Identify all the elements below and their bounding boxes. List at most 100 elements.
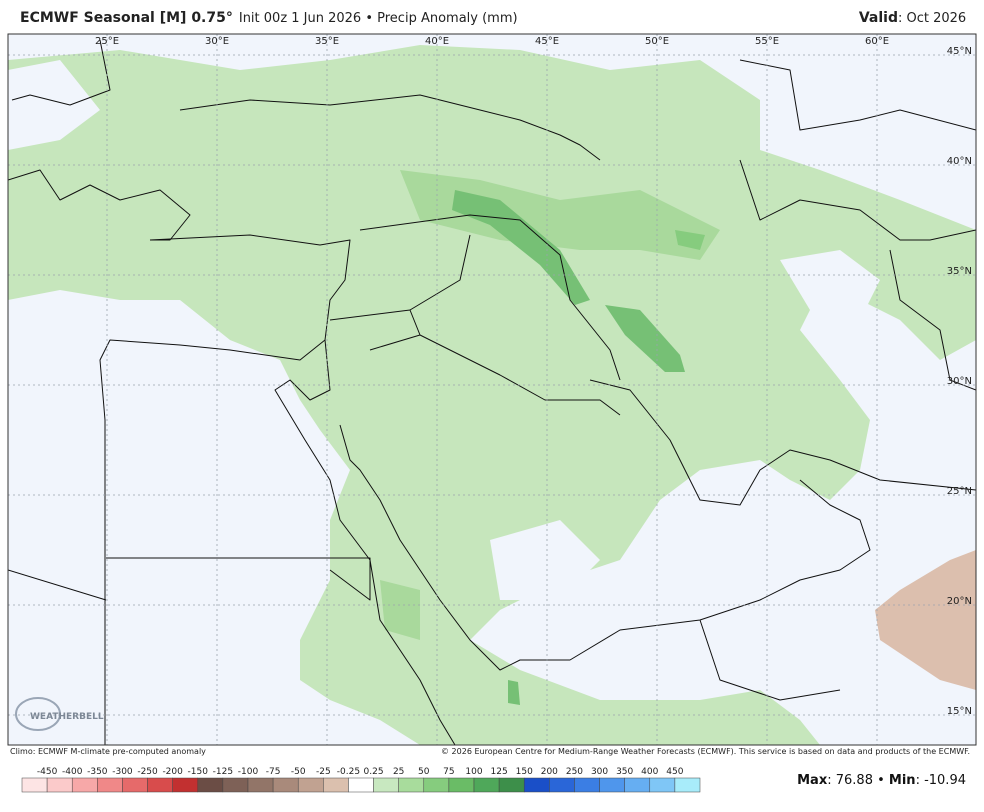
- colorbar-swatch: [624, 777, 651, 793]
- separator: :: [916, 773, 925, 788]
- separator: •: [873, 773, 889, 788]
- lon-label: 40°E: [425, 36, 449, 47]
- border: [359, 214, 621, 381]
- colorbar-label: -450: [37, 767, 58, 777]
- coastline: [339, 424, 871, 671]
- anomaly-area: [875, 550, 976, 690]
- colorbar-label: -150: [188, 767, 209, 777]
- colorbar-swatch: [147, 777, 173, 793]
- copyright: © 2026 European Centre for Medium-Range …: [441, 747, 970, 756]
- colorbar-label: 200: [541, 767, 558, 777]
- colorbar: -450 -400 -350 -300 -250 -200 -150 -125 -100 -75-…: [21, 767, 701, 793]
- colorbar-swatch: [297, 777, 324, 793]
- colorbar-label: 50: [418, 767, 430, 777]
- colorbar-swatch: [523, 777, 550, 793]
- colorbar-label: -200: [162, 767, 183, 777]
- watermark-text: WEATHERBELL: [30, 712, 104, 722]
- colorbar-label: 400: [641, 767, 658, 777]
- stat-label: Max: [797, 773, 828, 788]
- colorbar-swatch: [649, 777, 676, 793]
- colorbar-swatch: [348, 777, 374, 793]
- map-border: [7, 33, 977, 746]
- colorbar-label: -25: [316, 767, 331, 777]
- dry-area: [490, 520, 600, 600]
- valid-label: Valid: [859, 10, 898, 26]
- colorbar-swatch: [473, 777, 500, 793]
- colorbar-label: 100: [465, 767, 482, 777]
- lat-label: 45°N: [947, 46, 972, 57]
- anomaly-area: [380, 580, 420, 640]
- subtitle: Init 00z 1 Jun 2026 • Precip Anomaly (mm…: [239, 11, 518, 26]
- colorbar-label: 350: [616, 767, 633, 777]
- dry-area: [780, 250, 880, 320]
- colorbar-swatch: [21, 777, 48, 793]
- anomaly-area: [452, 190, 590, 305]
- lat-label: 30°N: [947, 376, 972, 387]
- colorbar-label: 250: [566, 767, 583, 777]
- colorbar-label: -125: [213, 767, 233, 777]
- lat-label: 20°N: [947, 596, 972, 607]
- colorbar-swatch: [398, 777, 425, 793]
- valid-value: : Oct 2026: [898, 11, 966, 26]
- colorbar-label: -0.25: [337, 767, 360, 777]
- anomaly-area: [675, 230, 705, 250]
- graticule: [8, 34, 976, 745]
- lon-label: 30°E: [205, 36, 229, 47]
- title: ECMWF Seasonal [M] 0.75°: [20, 10, 233, 26]
- coastline: [589, 379, 976, 506]
- colorbar-label: 0.25: [364, 767, 384, 777]
- colorbar-swatch: [599, 777, 625, 793]
- axis-labels: 25°E 30°E 35°E 40°E 45°E 50°E 55°E 60°E 45°N 40°N…: [95, 36, 972, 717]
- stat-value: -10.94: [924, 773, 966, 788]
- colorbar-swatch: [172, 777, 199, 793]
- colorbar-swatch: [247, 777, 274, 793]
- anomaly-area: [8, 45, 976, 745]
- border: [8, 569, 841, 701]
- colorbar-swatch: [222, 777, 249, 793]
- coastline: [179, 94, 601, 161]
- colorbar-swatch: [423, 777, 450, 793]
- lon-label: 60°E: [865, 36, 889, 47]
- colorbar-swatch: [549, 777, 575, 793]
- lat-label: 15°N: [947, 706, 972, 717]
- lon-label: 50°E: [645, 36, 669, 47]
- anomaly-area: [400, 170, 720, 260]
- anomaly-area: [605, 305, 685, 372]
- coastline: [274, 339, 456, 745]
- coastline: [739, 59, 976, 131]
- colorbar-swatch: [574, 777, 600, 793]
- coastline: [8, 169, 191, 241]
- colorbar-swatch: [197, 777, 224, 793]
- dry-area: [8, 60, 100, 150]
- anomaly-area: [508, 680, 520, 705]
- watermark-logo: [15, 697, 61, 731]
- colorbar-label: 150: [516, 767, 533, 777]
- lon-label: 25°E: [95, 36, 119, 47]
- border: [739, 159, 976, 241]
- stats: Max: 76.88 • Min: -10.94: [797, 773, 966, 788]
- colorbar-label: 75: [443, 767, 454, 777]
- colorbar-swatch: [46, 777, 73, 793]
- colorbar-swatch: [498, 777, 525, 793]
- colorbar-label: 125: [491, 767, 508, 777]
- colorbar-label: -250: [137, 767, 158, 777]
- stat-label: Min: [889, 773, 916, 788]
- coastline: [99, 234, 351, 745]
- lon-label: 35°E: [315, 36, 339, 47]
- coastline: [11, 39, 111, 106]
- colorbar-swatch: [97, 777, 123, 793]
- separator: :: [827, 773, 836, 788]
- colorbar-label: 300: [591, 767, 608, 777]
- colorbar-label: -75: [266, 767, 281, 777]
- lon-label: 45°E: [535, 36, 559, 47]
- lon-label: 55°E: [755, 36, 779, 47]
- stat-value: 76.88: [836, 773, 873, 788]
- lat-label: 40°N: [947, 156, 972, 167]
- watermark: WEATHERBELL: [15, 697, 104, 731]
- climo-note: Climo: ECMWF M-climate pre-computed anom…: [10, 747, 206, 756]
- colorbar-swatch: [674, 777, 701, 793]
- border: [889, 249, 976, 391]
- colorbar-label: -300: [112, 767, 133, 777]
